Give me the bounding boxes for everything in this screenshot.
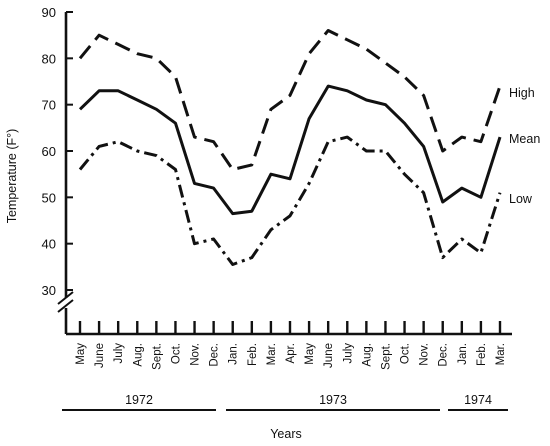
x-tick-label: June [94,343,106,368]
series-line-low [78,135,502,266]
x-tick-label: Jan. [457,343,469,365]
axis-break-mark [57,299,74,313]
series-lines [78,29,502,266]
x-tick-label: July [113,343,125,364]
series-label-high: High [509,86,535,100]
year-groups: 1972 1973 1974 [62,393,508,411]
series-line-mean [78,84,502,216]
x-tick-label: Apr. [285,343,297,363]
x-axis-ticks: May June July Aug. Sept. Oct. Nov. Dec. Jan. Feb.… [75,321,507,370]
y-axis-title: Temperature (F°) [5,129,19,224]
x-tick-label: June [323,343,335,368]
year-label-1974: 1974 [464,393,492,407]
x-tick-label: Aug. [132,343,144,367]
y-axis-ticks: 30 40 50 60 70 80 90 [42,5,73,298]
x-tick-label: Sept. [380,343,392,370]
year-label-1973: 1973 [319,393,347,407]
x-axis-title: Years [270,427,302,441]
x-tick-label: Oct. [170,343,182,364]
x-tick-label: Jan. [228,343,240,365]
x-tick-label: July [342,343,354,364]
x-tick-label: Feb. [247,343,259,366]
x-tick-label: Sept. [151,343,163,370]
x-tick-label: May [75,343,87,365]
y-tick-label: 80 [42,51,56,66]
x-tick-label: Mar. [495,343,507,365]
series-labels: High Mean Low [509,86,540,206]
x-tick-label: Feb. [476,343,488,366]
y-tick-label: 90 [42,5,56,20]
y-tick-label: 40 [42,237,56,252]
axis-break-mark [57,291,74,305]
series-label-mean: Mean [509,132,540,146]
y-tick-label: 70 [42,98,56,113]
series-line-high [78,29,502,171]
x-tick-label: Mar. [266,343,278,365]
y-tick-label: 30 [42,283,56,298]
axes [57,12,512,336]
y-tick-label: 50 [42,190,56,205]
x-tick-label: Oct. [400,343,412,364]
year-label-1972: 1972 [125,393,153,407]
x-tick-label: Aug. [361,343,373,367]
x-tick-label: Dec. [438,343,450,367]
x-tick-label: Nov. [190,343,202,366]
series-label-low: Low [509,192,533,206]
y-tick-label: 60 [42,144,56,159]
x-tick-label: Nov. [419,343,431,366]
x-tick-label: Dec. [209,343,221,367]
x-tick-label: May [304,343,316,365]
